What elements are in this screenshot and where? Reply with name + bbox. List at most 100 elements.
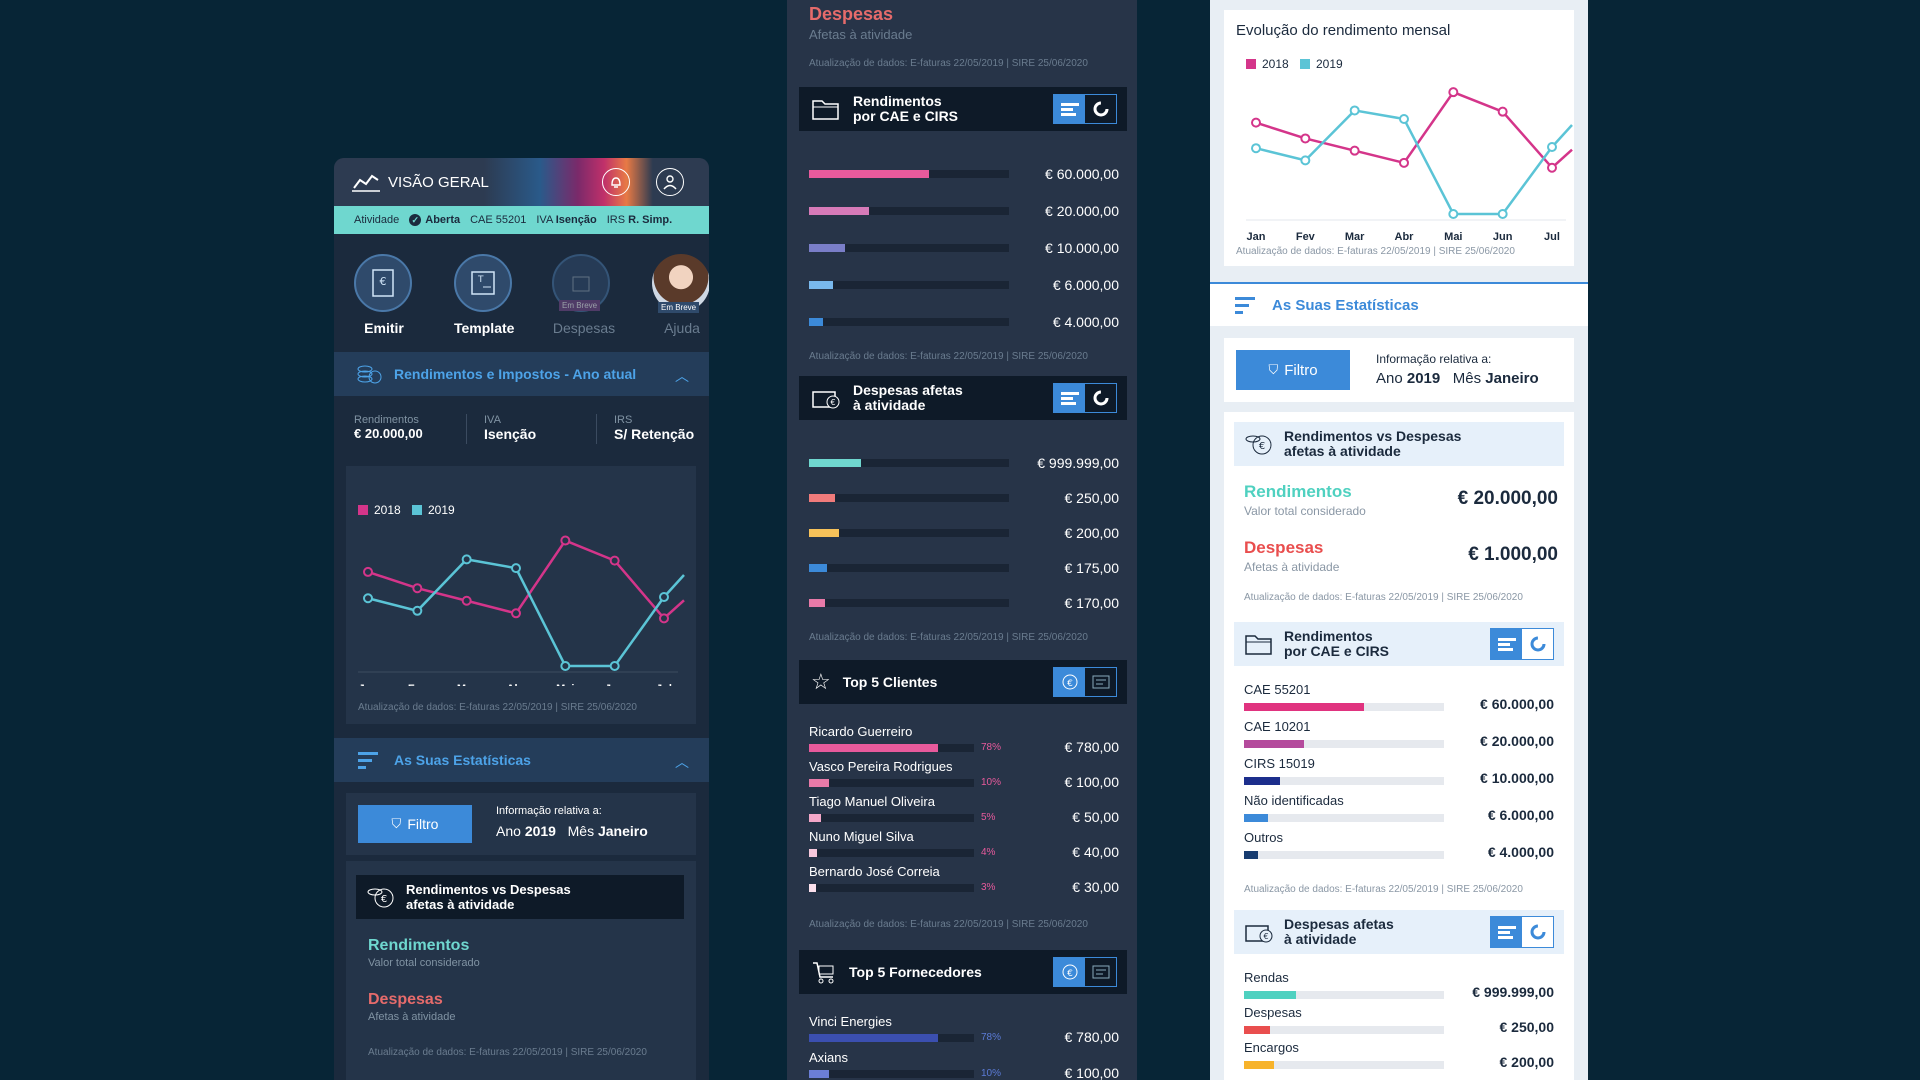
stats-section-header[interactable]: As Suas Estatísticas: [1210, 282, 1588, 326]
bar-value: € 60.000,00: [1480, 696, 1554, 712]
list-item: Nuno Miguel Silva 4% € 40,00: [809, 829, 1119, 860]
month-label: Mês: [567, 823, 595, 839]
folder-icon: [1245, 635, 1272, 655]
legend-swatch: [358, 505, 368, 515]
list-item-value: € 100,00: [1064, 774, 1120, 790]
filter-button[interactable]: ⛉ Filtro: [1236, 350, 1350, 390]
bar-track: [809, 599, 1009, 607]
bar-row: Rendas € 999.999,00: [1244, 970, 1554, 1006]
rendimentos-title: Rendimentos: [1244, 482, 1352, 501]
bar-fill: [1244, 1061, 1274, 1069]
fornecedores-title: Top 5 Fornecedores: [849, 963, 982, 980]
stats-section-header[interactable]: As Suas Estatísticas ︿: [334, 738, 709, 782]
bar-fill: [809, 529, 839, 537]
wallet-euro-icon: €: [1245, 925, 1273, 943]
list-item: Ricardo Guerreiro 78% € 780,00: [809, 724, 1119, 755]
clientes-title: Top 5 Clientes: [842, 673, 938, 690]
list-item: Bernardo José Correia 3% € 30,00: [809, 864, 1119, 895]
bar-view-icon[interactable]: [1491, 629, 1522, 659]
bar-fill: [809, 779, 829, 787]
user-profile-icon[interactable]: [656, 168, 684, 196]
view-toggle: [1053, 383, 1117, 413]
despesas-title: Despesas: [368, 991, 443, 1008]
x-tick-label: Jul: [1544, 231, 1560, 242]
view-toggle: [1490, 916, 1554, 948]
list-item-value: € 50,00: [1072, 809, 1119, 825]
bar-row: € 20.000,00: [809, 203, 1119, 219]
view-toggle: €: [1053, 667, 1117, 697]
chart-card: Evolução do rendimento mensal 2018 2019 Ja…: [1224, 10, 1574, 266]
rvd-header: € Rendimentos vs Despesas afetas à ativid…: [1234, 422, 1564, 466]
data-point: [659, 592, 669, 602]
euro-view-icon[interactable]: €: [1054, 958, 1085, 986]
bar-fill: [809, 564, 827, 572]
donut-view-icon[interactable]: [1522, 629, 1553, 659]
bar-fill: [809, 849, 818, 857]
income-line-chart: 2018 2019 Jan Fev Mar Abr Mai Jun Jul: [358, 503, 685, 695]
bar-value: € 999.999,00: [1037, 455, 1119, 471]
bar-value: € 4.000,00: [1487, 844, 1554, 860]
activity-status-bar: Atividade ✓ Aberta CAE 55201 IVA Isenção …: [334, 206, 709, 234]
action-label: Despesas: [552, 320, 616, 336]
month-value[interactable]: Janeiro: [1485, 370, 1539, 387]
data-point: [412, 583, 423, 594]
irs-label: IRS: [606, 214, 626, 226]
despesas-value: € 1.000,00: [1468, 544, 1558, 565]
bar-view-icon[interactable]: [1054, 95, 1085, 123]
donut-view-icon[interactable]: [1085, 95, 1116, 123]
euro-coins-icon: €: [367, 888, 394, 908]
bar-row: € 6.000,00: [809, 277, 1119, 293]
filter-card: ⛉ Filtro Informação relativa a: Ano 2019 …: [346, 793, 696, 855]
bar-fill: [1244, 703, 1364, 711]
rvd-title-2: afetas à atividade: [1284, 443, 1401, 459]
chevron-up-icon[interactable]: ︿: [675, 754, 689, 770]
income-section-header[interactable]: Rendimentos e Impostos - Ano atual ︿: [334, 352, 709, 396]
bar-row: CAE 10201 € 20.000,00: [1244, 719, 1554, 755]
x-tick-label: Mar: [1345, 231, 1365, 242]
x-tick-label: Fev: [1296, 231, 1316, 242]
bar-view-icon[interactable]: [1491, 917, 1522, 947]
list-item-name: Tiago Manuel Oliveira: [809, 794, 935, 809]
data-point: [1547, 142, 1557, 152]
section-title: As Suas Estatísticas: [1272, 296, 1419, 314]
update-info: Atualização de dados: E-faturas 22/05/20…: [358, 702, 637, 713]
month-value[interactable]: Janeiro: [597, 823, 648, 839]
list-item: Axians 10% € 100,00: [809, 1050, 1119, 1080]
section-title: As Suas Estatísticas: [394, 752, 531, 768]
donut-view-icon[interactable]: [1085, 384, 1116, 412]
euro-view-icon[interactable]: €: [1054, 668, 1085, 696]
invoice-view-icon[interactable]: [1085, 668, 1116, 696]
chevron-up-icon[interactable]: ︿: [675, 368, 689, 384]
update-info: Atualização de dados: E-faturas 22/05/20…: [809, 632, 1088, 643]
bar-track: [809, 459, 1009, 467]
income-chart-card: 2018 2019 Jan Fev Mar Abr Mai Jun Jul Atualizaçã…: [346, 466, 696, 724]
year-value[interactable]: 2019: [524, 823, 556, 839]
rvd-title: Rendimentos vs Despesas: [1284, 428, 1462, 444]
year-value[interactable]: 2019: [1406, 370, 1441, 387]
bar-row: € 999.999,00: [809, 455, 1119, 471]
action-emitir[interactable]: € Emitir: [354, 254, 414, 336]
filter-button[interactable]: ⛉ Filtro: [358, 805, 472, 843]
bar-track: [809, 207, 1009, 215]
bar-track: [809, 884, 974, 892]
legend-label: 2018: [1262, 57, 1289, 71]
bell-icon[interactable]: [602, 168, 630, 196]
check-icon: ✓: [409, 214, 422, 226]
bar-fill: [809, 1034, 938, 1042]
desp-title: Despesas afetas: [1284, 916, 1394, 932]
cae-header: Rendimentos por CAE e CIRS: [1234, 622, 1564, 666]
summary-label: Rendimentos: [354, 414, 419, 426]
x-tick-label: Mai: [1444, 231, 1462, 242]
cae-title: Rendimentos: [1284, 628, 1373, 644]
action-template[interactable]: T Template: [454, 254, 514, 336]
template-icon: T: [454, 254, 512, 312]
svg-text:T: T: [477, 275, 484, 285]
bar-fill: [809, 281, 833, 289]
donut-view-icon[interactable]: [1522, 917, 1553, 947]
update-info: Atualização de dados: E-faturas 22/05/20…: [368, 1047, 647, 1058]
statistics-card: € Rendimentos vs Despesas afetas à ativid…: [1224, 412, 1574, 1080]
svg-text:€: €: [830, 398, 835, 407]
invoice-view-icon[interactable]: [1085, 958, 1116, 986]
statistics-light-panel: Evolução do rendimento mensal 2018 2019 Ja…: [1210, 0, 1588, 1080]
bar-view-icon[interactable]: [1054, 384, 1085, 412]
